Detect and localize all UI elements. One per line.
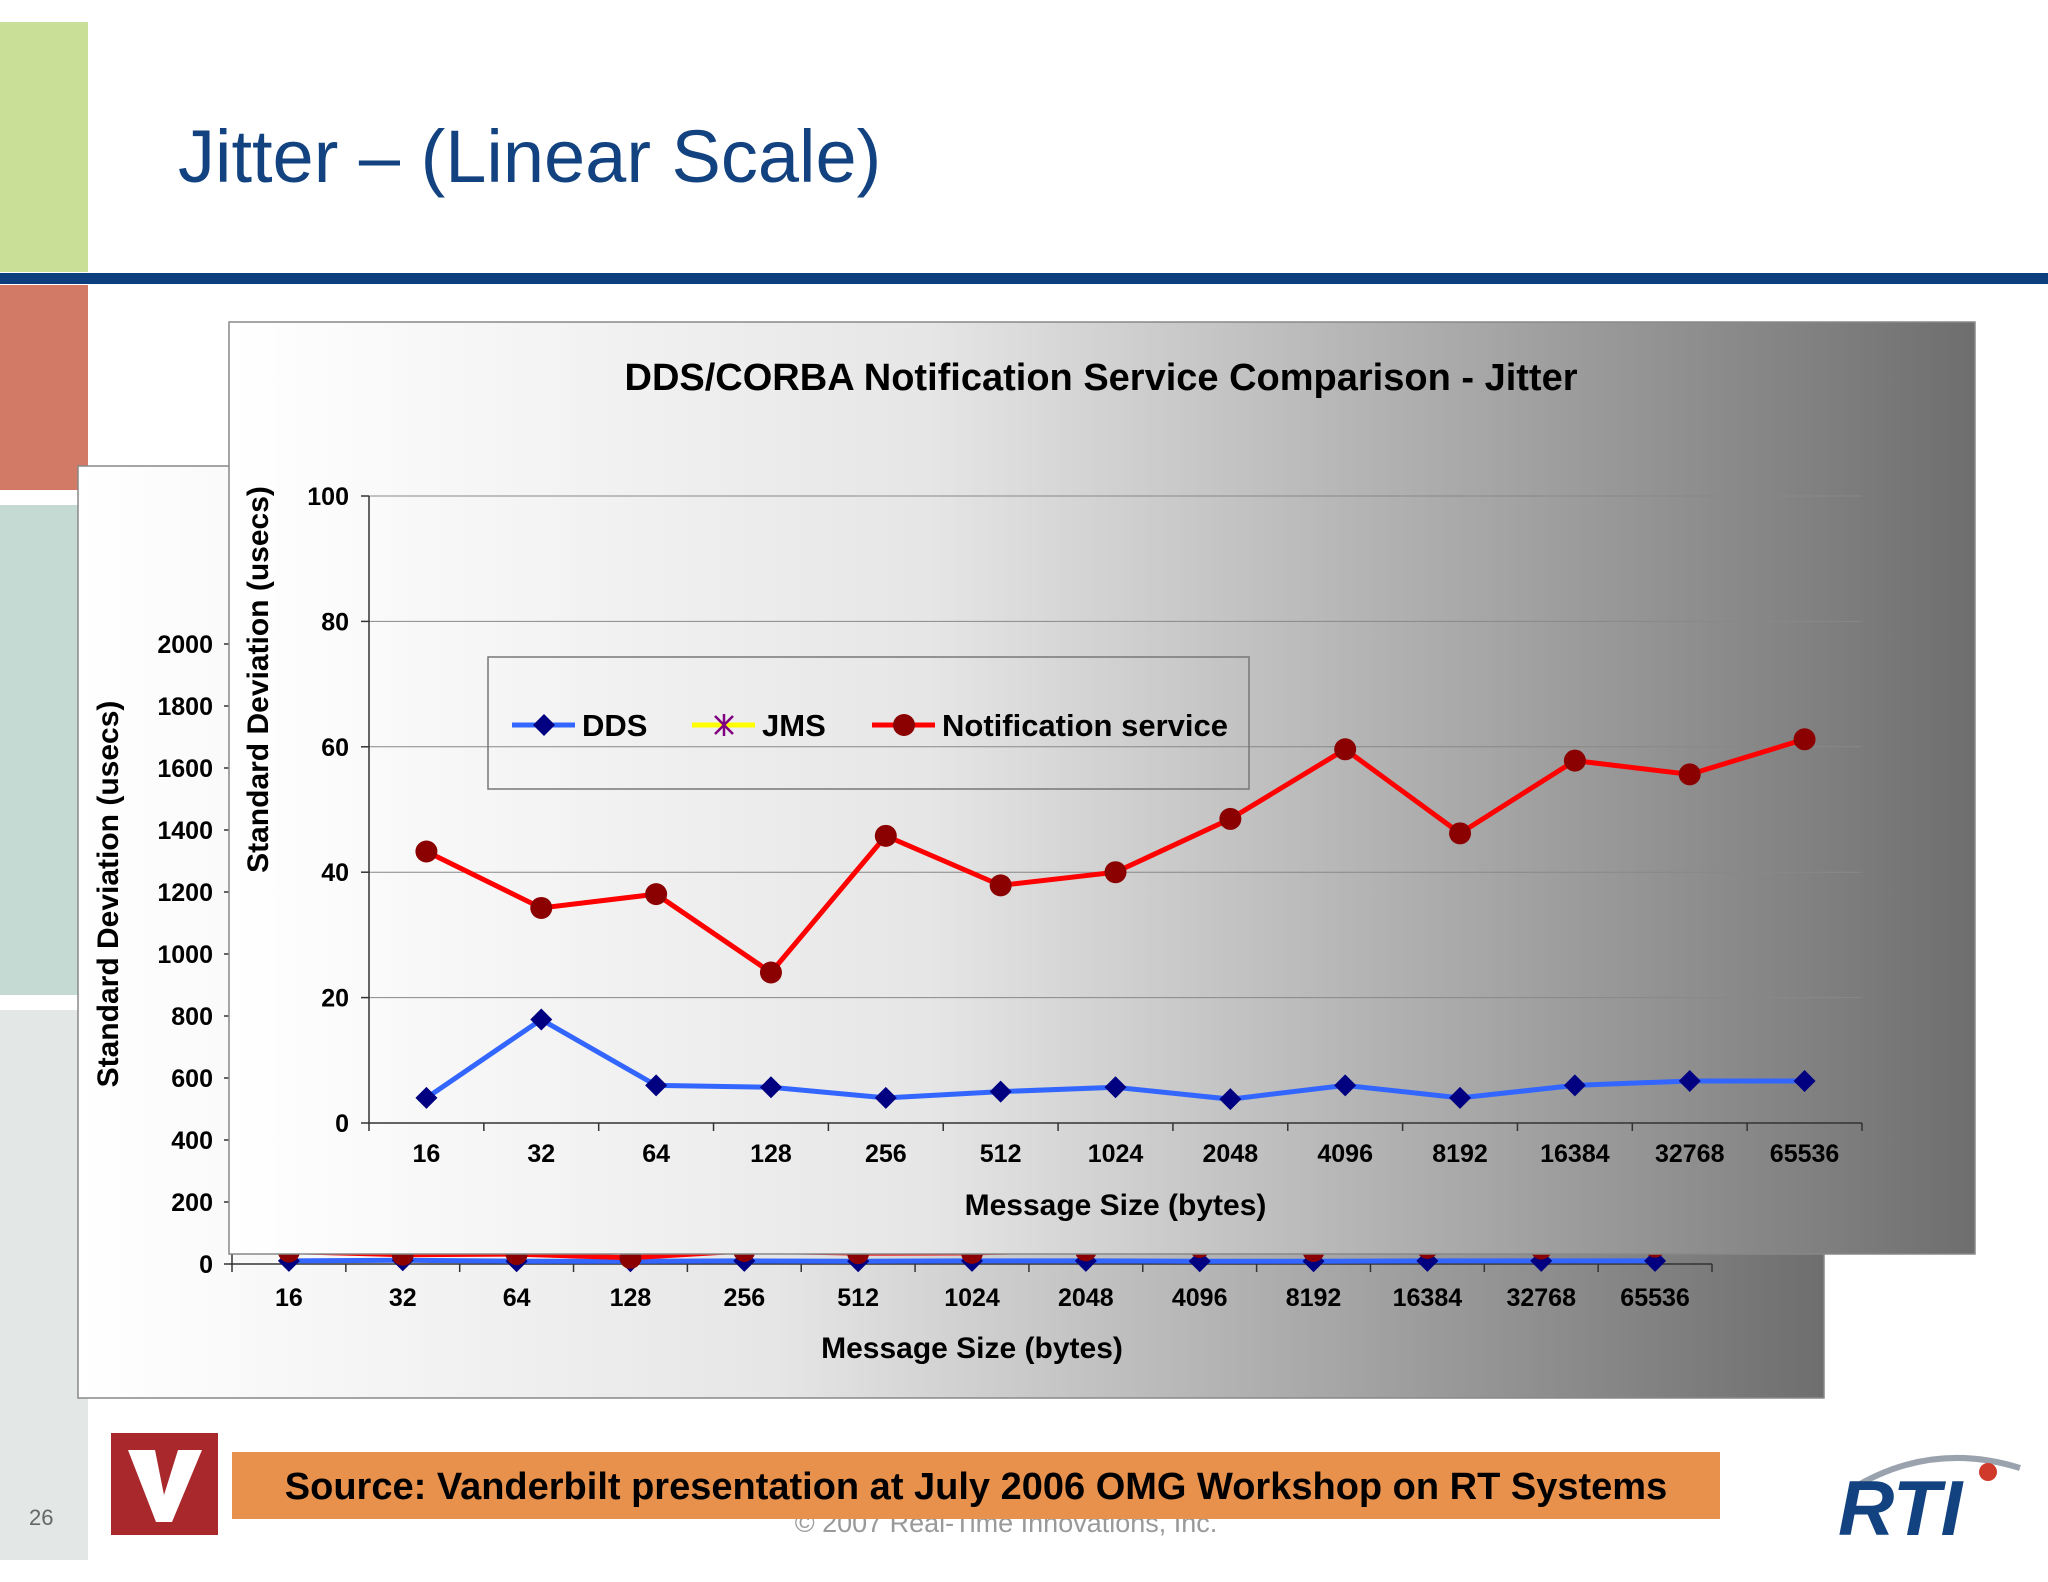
x-tick-label: 4096: [1317, 1140, 1373, 1168]
marker: [1219, 807, 1242, 830]
y-tick-label: 1000: [157, 941, 213, 969]
marker: [874, 824, 897, 847]
x-tick-label: 8192: [1432, 1140, 1488, 1168]
chart-background: [228, 321, 1976, 1255]
marker: [1104, 1076, 1127, 1099]
marker: [1563, 749, 1586, 772]
title-rule: [0, 273, 2048, 284]
x-tick-label: 2048: [1058, 1284, 1114, 1312]
x-tick-label: 65536: [1770, 1140, 1840, 1168]
y-tick-label: 1800: [157, 693, 213, 721]
x-tick-label: 1024: [1088, 1140, 1144, 1168]
y-tick-label: 1600: [157, 755, 213, 783]
x-tick-label: 8192: [1286, 1284, 1342, 1312]
marker: [1678, 1069, 1701, 1092]
x-tick-label: 16384: [1393, 1284, 1463, 1312]
marker: [530, 1008, 553, 1031]
y-tick-label: 1200: [157, 879, 213, 907]
x-tick-label: 128: [610, 1284, 652, 1312]
rti-logo: RTI: [1838, 1454, 2021, 1552]
y-tick-label: 400: [171, 1127, 213, 1155]
marker: [989, 1080, 1012, 1103]
marker: [645, 883, 668, 906]
y-tick-label: 20: [321, 985, 349, 1013]
marker: [1563, 1074, 1586, 1097]
marker: [1104, 861, 1127, 884]
x-tick-label: 256: [865, 1140, 907, 1168]
side-bar: [0, 22, 88, 272]
x-tick-label: 128: [750, 1140, 792, 1168]
x-axis-title: Message Size (bytes): [965, 1189, 1267, 1222]
y-tick-label: 0: [335, 1110, 349, 1138]
marker: [1219, 1088, 1242, 1111]
marker: [533, 714, 555, 736]
marker: [1678, 763, 1701, 786]
legend-box: [487, 656, 1250, 790]
legend-label: DDS: [582, 708, 647, 743]
y-axis-title: Standard Deviation (usecs): [92, 701, 125, 1088]
marker: [1449, 822, 1472, 845]
y-axis-title: Standard Deviation (usecs): [242, 486, 275, 873]
legend-label: Notification service: [942, 708, 1228, 743]
side-bar: [0, 505, 88, 995]
marker: [530, 896, 553, 919]
source-box: [232, 1452, 1720, 1519]
x-tick-label: 256: [723, 1284, 765, 1312]
marker: [989, 874, 1012, 897]
y-tick-label: 100: [307, 483, 349, 511]
x-tick-label: 512: [837, 1284, 879, 1312]
marker: [759, 961, 782, 984]
marker: [1449, 1086, 1472, 1109]
marker: [759, 1076, 782, 1099]
x-tick-label: 16: [413, 1140, 441, 1168]
marker: [714, 714, 734, 736]
marker: [415, 840, 438, 863]
y-tick-label: 600: [171, 1065, 213, 1093]
x-tick-label: 64: [642, 1140, 670, 1168]
y-tick-label: 0: [199, 1251, 213, 1279]
slide-title: Jitter – (Linear Scale): [178, 115, 881, 198]
y-tick-label: 1400: [157, 817, 213, 845]
marker: [1793, 728, 1816, 751]
y-tick-label: 80: [321, 608, 349, 636]
x-tick-label: 512: [980, 1140, 1022, 1168]
chart: DDS/CORBA Notification Service Compariso…: [228, 321, 1976, 1255]
y-tick-label: 60: [321, 734, 349, 762]
side-bar: [0, 285, 88, 490]
legend-label: JMS: [762, 708, 826, 743]
y-tick-label: 2000: [157, 631, 213, 659]
x-tick-label: 65536: [1620, 1284, 1690, 1312]
x-tick-label: 32: [527, 1140, 555, 1168]
vanderbilt-logo: [111, 1433, 218, 1535]
x-tick-label: 16384: [1540, 1140, 1610, 1168]
chart-title: DDS/CORBA Notification Service Compariso…: [625, 357, 1578, 399]
marker: [415, 1086, 438, 1109]
y-tick-label: 800: [171, 1003, 213, 1031]
marker: [1793, 1069, 1816, 1092]
y-tick-label: 40: [321, 859, 349, 887]
x-tick-label: 32768: [1506, 1284, 1576, 1312]
marker: [874, 1086, 897, 1109]
marker: [1334, 1074, 1357, 1097]
x-axis-title: Message Size (bytes): [821, 1332, 1123, 1365]
marker: [1334, 738, 1357, 761]
page-number: 26: [29, 1505, 53, 1530]
x-tick-label: 4096: [1172, 1284, 1228, 1312]
x-tick-label: 2048: [1203, 1140, 1259, 1168]
source-text: Source: Vanderbilt presentation at July …: [285, 1466, 1667, 1508]
x-tick-label: 1024: [944, 1284, 1000, 1312]
x-tick-label: 64: [503, 1284, 531, 1312]
rti-text: RTI: [1838, 1464, 1964, 1552]
marker: [893, 714, 915, 736]
y-tick-label: 200: [171, 1189, 213, 1217]
side-bar: [0, 1010, 88, 1560]
marker: [645, 1074, 668, 1097]
x-tick-label: 32768: [1655, 1140, 1725, 1168]
x-tick-label: 32: [389, 1284, 417, 1312]
x-tick-label: 16: [275, 1284, 303, 1312]
